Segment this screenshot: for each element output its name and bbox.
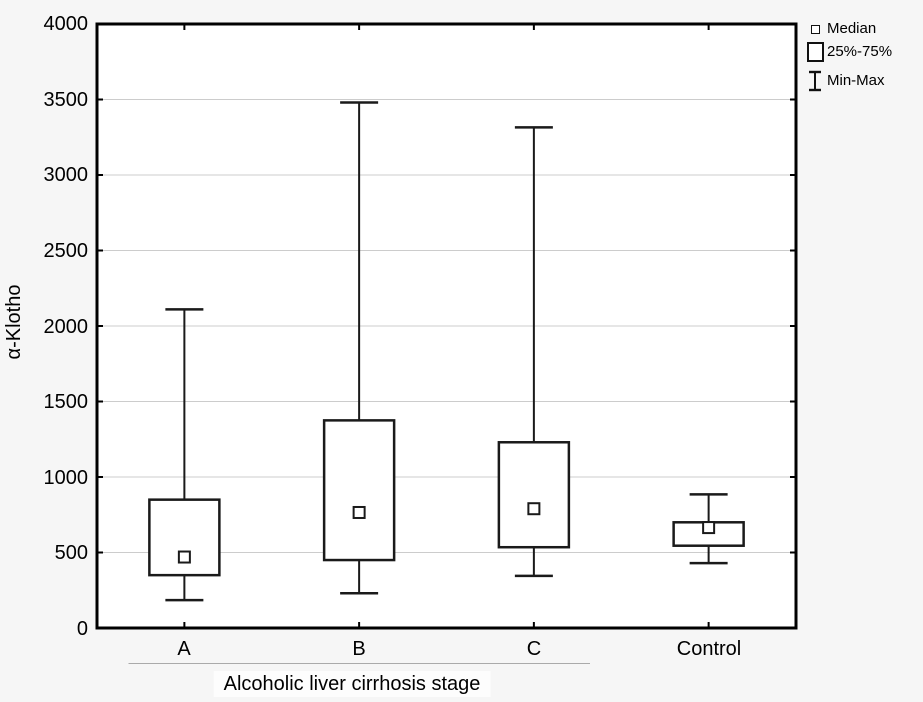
legend-label-minmax: Min-Max	[827, 72, 885, 89]
median-marker	[527, 502, 541, 516]
legend-label-median: Median	[827, 20, 877, 37]
y-axis-title: α-Klotho	[3, 284, 25, 360]
category-label-c: C	[526, 638, 542, 660]
y-tick-label-3000: 3000	[43, 164, 89, 186]
legend-label-box: 25%-75%	[827, 43, 893, 60]
iqr-box	[322, 419, 396, 562]
median-marker	[702, 521, 716, 535]
legend-item-median: Median	[803, 20, 876, 38]
y-tick-label-3500: 3500	[43, 89, 89, 111]
x-axis-title: Alcoholic liver cirrhosis stage	[213, 671, 491, 697]
whisker-icon	[803, 69, 827, 93]
median-square-icon	[803, 24, 827, 34]
median-marker	[352, 505, 366, 519]
category-label-b: B	[352, 638, 366, 660]
whisker-icon-glyph	[809, 70, 821, 92]
y-tick-label-1000: 1000	[43, 467, 89, 489]
iqr-box	[497, 441, 571, 549]
y-tick-label-2500: 2500	[43, 240, 89, 262]
median-marker	[177, 550, 191, 564]
y-tick-label-500: 500	[54, 542, 88, 564]
y-tick-label-2000: 2000	[43, 316, 89, 338]
y-tick-label-0: 0	[76, 618, 88, 640]
y-tick-label-4000: 4000	[43, 13, 89, 35]
legend-item-minmax: Min-Max	[803, 69, 885, 93]
box-icon	[803, 42, 827, 62]
legend-item-box: 25%-75%	[803, 42, 892, 62]
category-label-a: A	[177, 638, 191, 660]
category-label-control: Control	[676, 638, 742, 660]
y-tick-label-1500: 1500	[43, 391, 89, 413]
iqr-box	[148, 498, 221, 577]
